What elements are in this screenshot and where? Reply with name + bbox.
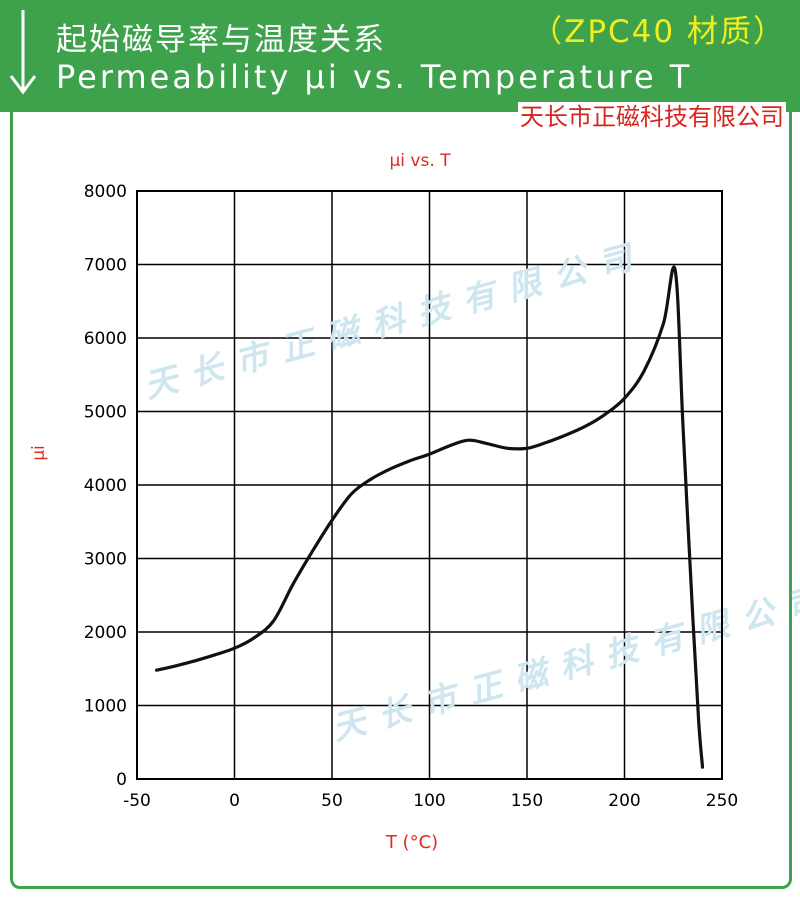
page-title-cn: 起始磁导率与温度关系 [56, 22, 386, 58]
x-tick-label: 250 [706, 791, 738, 811]
y-tick-label: 2000 [84, 623, 127, 643]
y-tick-label: 0 [116, 770, 127, 790]
plot-area-border [136, 190, 723, 780]
x-tick-label: 200 [608, 791, 640, 811]
y-tick-label: 7000 [84, 256, 127, 276]
watermark-text: 天长市正磁科技有限公司 [140, 234, 649, 405]
x-tick-label: 50 [321, 791, 343, 811]
y-axis-label: μi [29, 445, 49, 461]
watermark-text: 天长市正磁科技有限公司 [328, 576, 800, 747]
y-tick-label: 5000 [84, 403, 127, 423]
chart-title: μi vs. T [389, 151, 451, 171]
y-tick-label: 1000 [84, 697, 127, 717]
y-tick-label: 6000 [84, 329, 127, 349]
series-line-zpc40 [154, 265, 705, 769]
down-arrow-icon [9, 10, 37, 95]
company-name: 天长市正磁科技有限公司 [518, 102, 786, 132]
page-title-en: Permeability μi vs. Temperature T [56, 58, 693, 96]
x-axis-label: T (°C) [385, 832, 438, 853]
header-bar [0, 0, 800, 112]
chart-frame [10, 100, 792, 889]
chart-grid [137, 191, 722, 779]
tick-labels: -50 0 50 100 150 200 2500100020003000400050006… [84, 182, 738, 811]
y-tick-label: 8000 [84, 182, 127, 202]
material-label: （ZPC40 材质） [531, 14, 786, 50]
y-tick-label: 4000 [84, 476, 127, 496]
x-tick-label: -50 [123, 791, 151, 811]
y-tick-label: 3000 [84, 550, 127, 570]
x-tick-label: 150 [511, 791, 543, 811]
x-tick-label: 0 [229, 791, 240, 811]
x-tick-label: 100 [413, 791, 445, 811]
